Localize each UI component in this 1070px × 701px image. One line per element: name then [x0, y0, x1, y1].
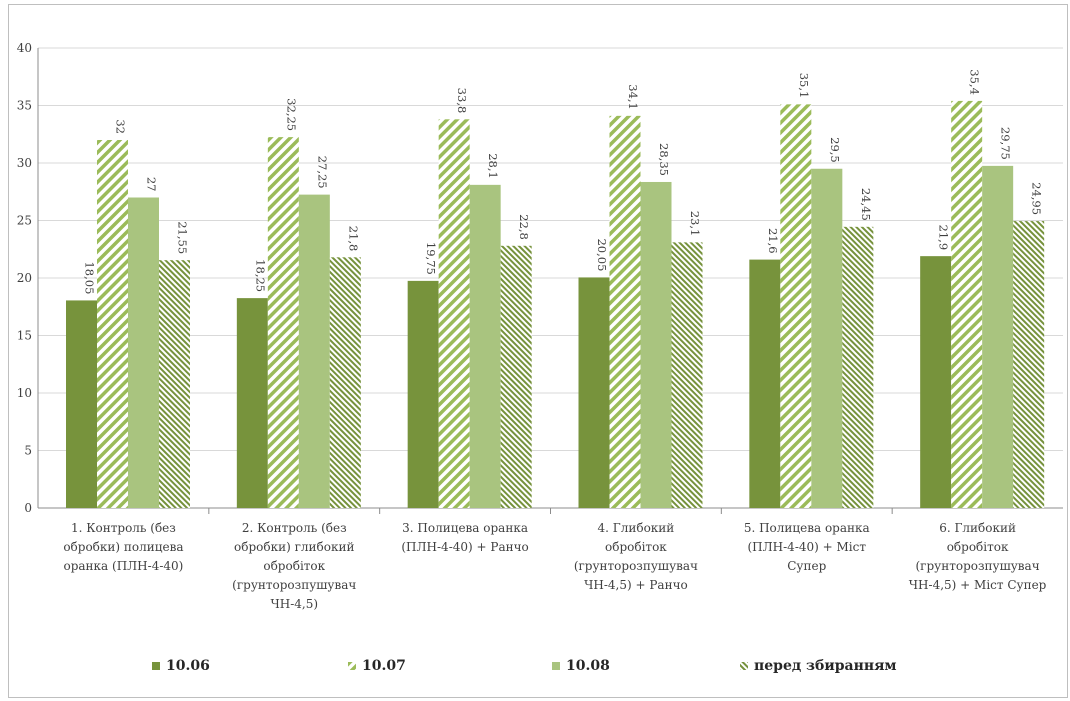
data-label: 19,75	[424, 242, 438, 275]
data-label: 21,55	[176, 221, 190, 254]
y-tick-label: 15	[17, 329, 32, 343]
y-tick-label: 20	[17, 271, 32, 285]
x-tick-label: 1. Контроль (без обробки) полицева оранка …	[63, 521, 183, 573]
bar	[842, 226, 874, 508]
chart-frame	[8, 4, 1068, 698]
y-tick-label: 35	[17, 99, 32, 113]
bar	[267, 137, 299, 508]
bar	[66, 300, 97, 508]
data-label: 29,75	[999, 127, 1013, 160]
legend: 10.06 10.07 10.08 перед збиранням	[152, 658, 897, 674]
bar	[500, 245, 532, 509]
bar	[97, 140, 128, 508]
bar	[671, 242, 703, 508]
data-label: 27,25	[315, 156, 329, 189]
legend-swatch	[552, 662, 560, 670]
bars	[66, 100, 1045, 509]
y-axis: 0 5 10 15 20 25 30 35 40	[17, 41, 32, 515]
data-label: 23,1	[688, 211, 702, 237]
data-label: 29,5	[828, 137, 842, 163]
data-label: 20,05	[595, 238, 609, 271]
data-label: 21,6	[766, 228, 780, 254]
data-label: 28,35	[657, 143, 671, 176]
legend-label: 10.08	[566, 658, 610, 674]
x-tick-label: 6. Глибокий обробіток (грунторозпушувач ЧН-…	[909, 521, 1047, 592]
data-label: 35,1	[797, 73, 811, 99]
legend-label: перед збиранням	[754, 658, 897, 674]
data-label: 24,95	[1030, 182, 1044, 215]
bar	[159, 260, 190, 508]
data-label: 21,9	[937, 225, 951, 251]
bar	[1013, 221, 1045, 508]
bar	[469, 184, 501, 508]
bar	[811, 168, 843, 508]
data-label: 34,1	[626, 84, 640, 110]
bar	[609, 115, 641, 508]
y-tick-label: 25	[17, 214, 32, 228]
legend-label: 10.07	[362, 658, 406, 674]
bar	[920, 256, 952, 508]
y-tick-label: 40	[17, 41, 32, 55]
bar	[780, 104, 812, 508]
data-label: 18,25	[253, 259, 267, 292]
y-tick-label: 0	[24, 501, 32, 515]
bar	[749, 259, 781, 508]
x-tick-label: 4. Глибокий обробіток (грунторозпушувач ЧН-…	[574, 521, 698, 592]
data-label: 28,1	[486, 153, 500, 179]
bar	[982, 165, 1014, 508]
bar	[128, 197, 159, 508]
bar	[951, 100, 983, 509]
bar	[236, 298, 268, 508]
data-label: 22,8	[517, 214, 531, 240]
gridlines	[37, 47, 1063, 514]
data-labels: 18,05 18,25 19,75 20,05 21,6 21,9 32 32,25 33,8 3…	[83, 69, 1044, 294]
x-axis: 1. Контроль (без обробки) полицева оранка …	[63, 521, 1046, 611]
data-label: 35,4	[968, 69, 982, 95]
bar	[298, 194, 330, 508]
legend-swatch	[348, 662, 356, 670]
x-tick-label: 2. Контроль (без обробки) глибокий обробіт…	[232, 521, 356, 611]
y-tick-label: 10	[17, 386, 32, 400]
data-label: 32	[114, 119, 128, 134]
data-label: 18,05	[83, 261, 97, 294]
legend-swatch	[152, 662, 160, 670]
data-label: 27	[145, 177, 159, 192]
data-label: 33,8	[455, 88, 469, 114]
data-label: 24,45	[859, 188, 873, 221]
bar	[407, 280, 439, 508]
data-label: 21,8	[346, 226, 360, 252]
bar	[578, 277, 610, 508]
data-label: 32,25	[284, 98, 298, 131]
bar	[438, 119, 470, 509]
bar	[640, 181, 672, 508]
bar	[329, 257, 361, 508]
legend-swatch	[740, 662, 748, 670]
y-tick-label: 30	[17, 156, 32, 170]
x-tick-label: 3. Полицева оранка (ПЛН-4-40) + Ранчо	[401, 521, 528, 554]
legend-label: 10.06	[166, 658, 210, 674]
y-tick-label: 5	[24, 444, 32, 458]
x-tick-label: 5. Полицева оранка (ПЛН-4-40) + Міст Супер	[744, 521, 870, 573]
